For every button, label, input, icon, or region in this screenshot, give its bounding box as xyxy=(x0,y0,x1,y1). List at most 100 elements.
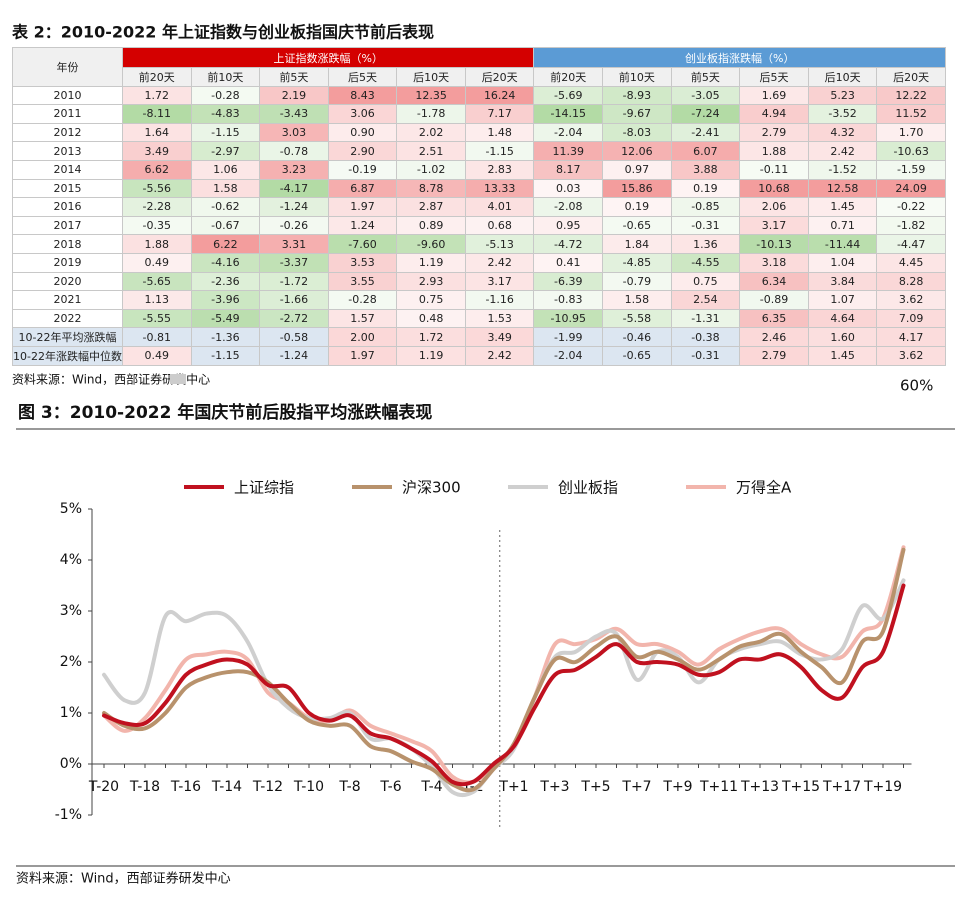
legend-label: 上证综指 xyxy=(234,479,294,497)
table-cell: 1.07 xyxy=(807,290,878,310)
legend-label: 沪深300 xyxy=(402,479,461,497)
table-cell: 3.88 xyxy=(670,159,741,180)
table-cell: 2.51 xyxy=(396,141,466,161)
table-cell: 2.19 xyxy=(259,85,329,106)
table-cell: 0.48 xyxy=(396,308,466,329)
row-label: 2021 xyxy=(12,290,123,310)
table-cell: -2.04 xyxy=(533,345,604,366)
table-cell: -1.82 xyxy=(876,215,946,236)
table-title: 表 2：2010-2022 年上证指数与创业板指国庆节前后表现 xyxy=(11,23,434,42)
table-cell: -5.49 xyxy=(190,308,261,329)
table-cell: -5.56 xyxy=(122,178,192,199)
table-cell: 1.72 xyxy=(122,85,192,106)
x-tick-label: T+7 xyxy=(621,779,651,795)
table-cell: -0.65 xyxy=(602,215,672,236)
table-cell: 0.68 xyxy=(464,215,535,236)
table-cell: 0.90 xyxy=(327,122,398,143)
plot: -1% 0% 1% 2% 3% 4% 5% T-20 T-18 T-16 T-14 T-12 T-10 T… xyxy=(55,479,912,830)
header-row: 前20天 前10天 前5天 后5天 后10天 后20天 前20天 前10天 前5天 后5天 后10天… xyxy=(13,67,946,87)
table-cell: 3.62 xyxy=(876,290,946,310)
table-cell: 1.04 xyxy=(807,252,878,273)
table-cell: -0.35 xyxy=(122,215,192,236)
table-cell: 12.35 xyxy=(396,85,466,106)
table-cell: 2.46 xyxy=(739,327,809,347)
table-cell: 15.86 xyxy=(602,178,672,199)
table-cell: -4.83 xyxy=(190,104,261,124)
y-tick-label: 3% xyxy=(60,603,82,619)
table-cell: 2.87 xyxy=(396,197,466,217)
table-cell: 24.09 xyxy=(876,178,946,199)
table-cell: 3.18 xyxy=(739,252,809,273)
table-row: 2011 -8.11 -4.83 -3.43 3.06 -1.78 7.17 -14.15 -9… xyxy=(12,104,946,124)
column-header: 后20天 xyxy=(876,67,946,87)
table-cell: -10.63 xyxy=(876,141,946,161)
table-cell: -1.24 xyxy=(259,197,329,217)
table-cell: 3.84 xyxy=(807,271,878,292)
data-table: 年份 上证指数涨跌幅（%） 创业板指涨跌幅（%） 前20天 前10天 前5天 后5天 后10天… xyxy=(12,47,946,366)
table-cell: 2.79 xyxy=(739,345,809,366)
table-cell: 0.95 xyxy=(533,215,604,236)
table-cell: -0.46 xyxy=(602,327,672,347)
table-cell: 6.22 xyxy=(190,234,261,254)
table-row: 2017 -0.35 -0.67 -0.26 1.24 0.89 0.68 0.95 -0.65… xyxy=(12,215,946,236)
x-tick-label: T-12 xyxy=(252,779,283,795)
table-source: 资料来源：Wind，西部证券研发中心 xyxy=(12,372,210,387)
table-cell: 1.58 xyxy=(190,178,261,199)
table-cell: 6.07 xyxy=(670,141,741,161)
table-cell: 6.87 xyxy=(327,178,398,199)
x-tick-label: T-4 xyxy=(420,779,442,795)
x-tick-label: T-20 xyxy=(88,779,119,795)
table-cell: -0.58 xyxy=(259,327,329,347)
table-row: 2021 1.13 -3.96 -1.66 -0.28 0.75 -1.16 -0.83 1.5… xyxy=(12,290,946,310)
x-tick-label: T-6 xyxy=(379,779,401,795)
table-cell: 3.53 xyxy=(327,252,398,273)
table-cell: -1.24 xyxy=(259,345,329,366)
artifact xyxy=(170,374,186,384)
table-cell: 1.06 xyxy=(190,159,261,180)
column-header: 前20天 xyxy=(533,67,604,87)
year-header: 年份 xyxy=(12,47,123,87)
table-cell: -1.15 xyxy=(464,141,535,161)
table-row: 2018 1.88 6.22 3.31 -7.60 -9.60 -5.13 -4.72 1.84… xyxy=(12,234,946,254)
table-cell: 2.42 xyxy=(464,345,535,366)
row-label: 10-22年涨跌幅中位数 xyxy=(12,345,123,366)
table-cell: -1.66 xyxy=(259,290,329,310)
table-cell: 0.89 xyxy=(396,215,466,236)
table-cell: -1.31 xyxy=(670,308,741,329)
table-cell: 1.24 xyxy=(327,215,398,236)
table-cell: 3.49 xyxy=(464,327,535,347)
table-cell: -1.15 xyxy=(190,345,261,366)
table-cell: -10.95 xyxy=(533,308,604,329)
group-header: 创业板指涨跌幅（%） xyxy=(533,47,946,68)
table-row: 2013 3.49 -2.97 -0.78 2.90 2.51 -1.15 11.39 12.0… xyxy=(12,141,946,161)
table-cell: 6.35 xyxy=(739,308,809,329)
y-tick-label: 4% xyxy=(60,552,82,568)
table-cell: 1.53 xyxy=(464,308,535,329)
table-cell: -5.58 xyxy=(602,308,672,329)
table-cell: 8.28 xyxy=(876,271,946,292)
table-cell: 7.09 xyxy=(876,308,946,329)
x-tick-label: T-14 xyxy=(211,779,242,795)
row-label: 2017 xyxy=(12,215,123,236)
x-tick-label: T+13 xyxy=(740,779,779,795)
table-cell: -1.99 xyxy=(533,327,604,347)
stray-label: 60% xyxy=(900,377,933,395)
series-line xyxy=(102,578,906,798)
table-cell: -5.13 xyxy=(464,234,535,254)
table-cell: 0.71 xyxy=(807,215,878,236)
table-cell: -4.17 xyxy=(259,178,329,199)
table-cell: -1.72 xyxy=(259,271,329,292)
table-cell: 4.01 xyxy=(464,197,535,217)
table-cell: -9.60 xyxy=(396,234,466,254)
table-cell: 6.62 xyxy=(122,159,192,180)
legend-label: 创业板指 xyxy=(558,479,618,497)
table-cell: 4.64 xyxy=(807,308,878,329)
table-cell: 2.42 xyxy=(464,252,535,273)
table-cell: -4.55 xyxy=(670,252,741,273)
table-row: 2014 6.62 1.06 3.23 -0.19 -1.02 2.83 8.17 0.97 3.… xyxy=(12,159,946,180)
x-tick-label: T-10 xyxy=(293,779,324,795)
table-cell: -5.55 xyxy=(122,308,192,329)
table-cell: 2.00 xyxy=(327,327,398,347)
table-cell: -5.69 xyxy=(533,85,604,106)
